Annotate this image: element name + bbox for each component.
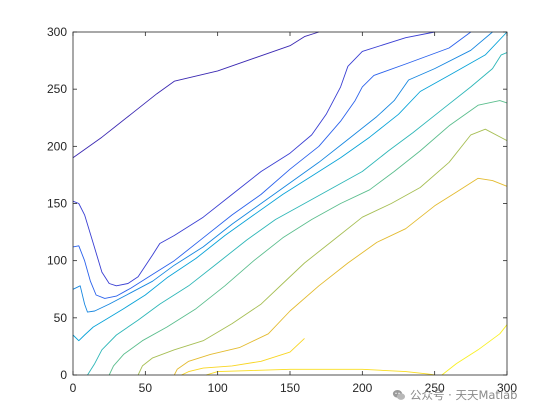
contour-line-2 xyxy=(72,31,435,287)
x-tick-label-50: 50 xyxy=(139,381,153,395)
contour-line-10 xyxy=(181,338,305,376)
y-tick-label-200: 200 xyxy=(47,139,67,153)
watermark-text: 公众号 · 天天Matlab xyxy=(410,388,518,402)
x-tick-label-300: 300 xyxy=(497,381,517,395)
x-tick-label-100: 100 xyxy=(208,381,228,395)
x-tick-label-150: 150 xyxy=(280,381,300,395)
y-axis: 0 50 100 150 200 250 300 xyxy=(47,25,507,382)
contour-line-7 xyxy=(108,100,508,376)
y-tick-label-50: 50 xyxy=(54,311,68,325)
y-tick-label-100: 100 xyxy=(47,254,67,268)
wechat-icon xyxy=(392,388,406,402)
x-tick-label-200: 200 xyxy=(352,381,372,395)
x-axis: 0 50 100 150 200 250 300 xyxy=(70,32,517,395)
contour-line-9 xyxy=(173,177,508,376)
contour-line-8 xyxy=(137,128,508,376)
y-tick-label-300: 300 xyxy=(47,25,67,39)
contour-line-5 xyxy=(72,31,508,342)
y-tick-label-0: 0 xyxy=(60,368,67,382)
plot-area xyxy=(73,32,507,375)
contour-line-3 xyxy=(72,31,472,299)
contour-line-6 xyxy=(87,52,508,376)
y-tick-label-250: 250 xyxy=(47,82,67,96)
watermark: 公众号 · 天天Matlab xyxy=(392,385,518,405)
contour-line-4 xyxy=(72,31,493,313)
contour-line-12 xyxy=(441,324,508,376)
contour-line-1 xyxy=(72,31,320,159)
x-tick-label-250: 250 xyxy=(425,381,445,395)
x-tick-label-0: 0 xyxy=(70,381,77,395)
y-tick-label-150: 150 xyxy=(47,197,67,211)
plot-background xyxy=(73,32,507,375)
